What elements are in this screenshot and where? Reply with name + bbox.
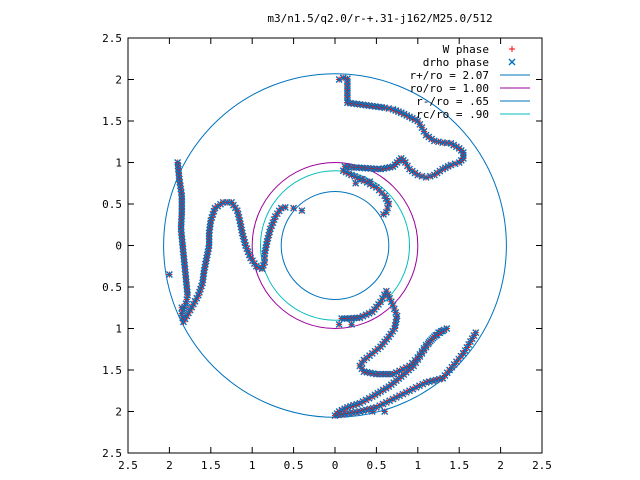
x-tick-label: 0.5 [284,459,304,472]
drho-phase-point [178,304,186,312]
circle-ro-ro-1-00 [251,162,419,329]
chart-title: m3/n1.5/q2.0/r-+.31-j162/M25.0/512 [267,12,492,25]
circle-r-ro-65 [280,191,390,300]
drho-phase-point [379,210,387,218]
drho-phase-point [298,207,306,215]
y-tick-label: 0.5 [102,281,122,294]
legend-label: r-/ro = .65 [416,95,489,108]
x-axis-ticks: 2.5 2 1.5 1 0.5 0 0.5 1 1.5 2 2.5 [118,38,552,472]
y-tick-label: 1 [115,157,122,170]
drho-phase-point [455,159,463,166]
y-tick-label: 1.5 [102,364,122,377]
x-tick-label: 2 [497,459,504,472]
drho-phase-point [358,175,366,183]
drho-phase-point [281,203,289,211]
x-tick-label: 1.5 [449,459,469,472]
x-tick-label: 1 [414,459,421,472]
y-tick-label: 2.5 [102,447,122,460]
drho-phase-point [384,204,392,212]
drho-phase-point [381,408,389,415]
drho-phase-point [335,320,343,328]
drho-phase-point [385,200,393,208]
circle-rc-ro-90 [259,170,411,321]
x-tick-label: 0.5 [366,459,386,472]
legend-label: W phase [443,43,489,56]
drho-phase-point [451,160,459,168]
data-points [165,74,480,420]
x-tick-label: 2.5 [532,459,552,472]
w-phase-point [509,46,515,52]
drho-phase-point [348,320,356,328]
drho-phase-point [368,408,376,415]
legend-label: r+/ro = 2.07 [410,69,489,82]
drho-phase-point [439,374,447,382]
x-tick-label: 1 [249,459,256,472]
y-tick-label: 1 [115,323,122,336]
y-tick-label: 2 [115,74,122,87]
drho-phase-point [165,271,173,279]
y-tick-label: 0.5 [102,198,122,211]
y-tick-label: 0 [115,240,122,253]
drho-phase-point [472,329,480,337]
drho-phase-point [290,204,298,212]
legend-label: rc/ro = .90 [416,108,489,121]
y-axis-ticks: 2.5 2 1.5 1 0.5 0 0.5 1 1.5 2 2.5 [102,32,542,460]
drho-phase-point [352,179,360,187]
drho-phase-point [366,178,374,186]
y-tick-label: 2.5 [102,32,122,45]
drho-phase-point [422,173,430,181]
drho-phase-point [426,172,434,180]
drho-phase-point [418,172,426,180]
x-tick-label: 2 [166,459,173,472]
y-tick-label: 2 [115,406,122,419]
drho-phase-point [508,58,516,66]
y-tick-label: 1.5 [102,115,122,128]
drho-phase-point [459,349,467,357]
legend-label: drho phase [423,56,489,69]
drho-phase-point [430,171,438,179]
x-tick-label: 2.5 [118,459,138,472]
x-tick-label: 0 [332,459,339,472]
x-tick-label: 1.5 [201,459,221,472]
legend-label: ro/ro = 1.00 [410,82,489,95]
